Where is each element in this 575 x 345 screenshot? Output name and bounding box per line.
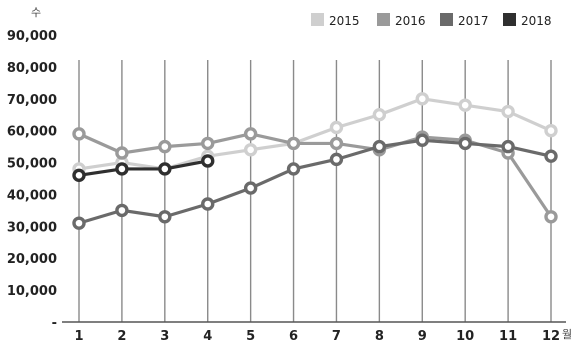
legend-item-2018: 2018 [503, 13, 552, 28]
y-axis-unit: 수 [31, 6, 41, 19]
grid-lines [62, 60, 566, 323]
data-point-2015-12 [544, 123, 558, 138]
x-tick-label: 11 [499, 329, 517, 344]
legend-item-2015: 2015 [311, 13, 360, 28]
y-tick-label: 70,000 [7, 93, 57, 108]
data-point-2018-4 [201, 154, 215, 168]
data-point-2017-9 [415, 133, 429, 147]
data-point-2017-12 [544, 149, 558, 163]
x-tick-label: 12 [542, 329, 560, 344]
data-point-2015-9 [415, 92, 429, 106]
legend-swatch [311, 13, 324, 26]
y-tick-label: 30,000 [7, 220, 57, 235]
data-point-2016-7 [329, 136, 344, 151]
x-axis-ticks: 1 2 3 4 5 6 7 8 9 10 11 12 [74, 329, 560, 344]
data-point-2016-4 [201, 136, 215, 151]
y-tick-label: 90,000 [7, 29, 57, 44]
legend-item-2017: 2017 [440, 13, 489, 28]
data-point-2017-5 [243, 181, 258, 195]
series-line-2018 [78, 159, 209, 177]
data-point-2016-12 [544, 210, 558, 224]
data-point-2017-2 [115, 203, 129, 218]
data-point-2016-1 [72, 127, 86, 141]
data-point-2016-2 [115, 146, 129, 160]
data-point-2017-1 [72, 216, 86, 230]
y-tick-label: 50,000 [7, 157, 57, 172]
data-point-2017-6 [286, 162, 301, 176]
legend-label: 2015 [329, 14, 360, 28]
legend-label: 2017 [458, 14, 489, 28]
y-tick-label: 80,000 [7, 61, 57, 76]
x-tick-label: 7 [332, 329, 341, 344]
x-tick-label: 5 [246, 329, 255, 344]
data-point-2015-8 [372, 108, 387, 122]
data-point-2018-3 [158, 162, 172, 176]
data-point-2017-11 [501, 139, 515, 154]
x-axis-unit: 월 [562, 328, 572, 341]
x-tick-label: 9 [418, 329, 427, 344]
series-line-2017 [78, 138, 552, 225]
data-point-2018-2 [115, 162, 129, 176]
legend-label: 2016 [395, 14, 426, 28]
data-point-2015-11 [501, 104, 515, 119]
y-tick-label: 20,000 [7, 252, 57, 267]
series-2018 [72, 154, 215, 183]
legend-swatch [503, 13, 516, 26]
legend-swatch [377, 13, 390, 26]
series-line-2016 [78, 132, 553, 218]
y-tick-label: 60,000 [7, 125, 57, 140]
x-tick-label: 8 [375, 329, 384, 344]
series-2017 [72, 133, 558, 230]
data-point-2015-7 [329, 120, 344, 135]
data-point-2016-3 [158, 139, 172, 154]
data-point-2015-5 [243, 143, 258, 157]
y-axis-ticks: - 10,000 20,000 30,000 40,000 50,000 60,000 70,… [7, 29, 57, 331]
data-point-2017-8 [372, 139, 387, 154]
x-tick-label: 3 [160, 329, 169, 344]
data-point-2018-1 [72, 168, 86, 183]
x-tick-label: 1 [74, 329, 83, 344]
y-tick-label: 40,000 [7, 188, 57, 203]
series-line-2015 [78, 97, 552, 171]
data-point-2016-6 [286, 136, 301, 151]
data-point-2017-4 [201, 197, 215, 211]
legend-swatch [440, 13, 453, 26]
x-tick-label: 4 [203, 329, 212, 344]
y-tick-label: - [52, 316, 57, 331]
data-point-2017-7 [329, 152, 344, 167]
x-tick-label: 6 [289, 329, 298, 344]
data-point-2015-10 [458, 98, 472, 112]
data-point-2016-5 [243, 127, 258, 141]
legend-item-2016: 2016 [377, 13, 426, 28]
y-tick-label: 10,000 [7, 284, 57, 299]
x-tick-label: 2 [117, 329, 126, 344]
series-group [72, 92, 558, 230]
series-2015 [72, 92, 558, 176]
legend-label: 2018 [521, 14, 552, 28]
legend: 2015 2016 2017 2018 [311, 13, 552, 28]
data-point-2017-3 [158, 210, 172, 224]
series-2016 [72, 127, 558, 224]
data-point-2017-10 [458, 136, 472, 151]
x-tick-label: 10 [456, 329, 474, 344]
